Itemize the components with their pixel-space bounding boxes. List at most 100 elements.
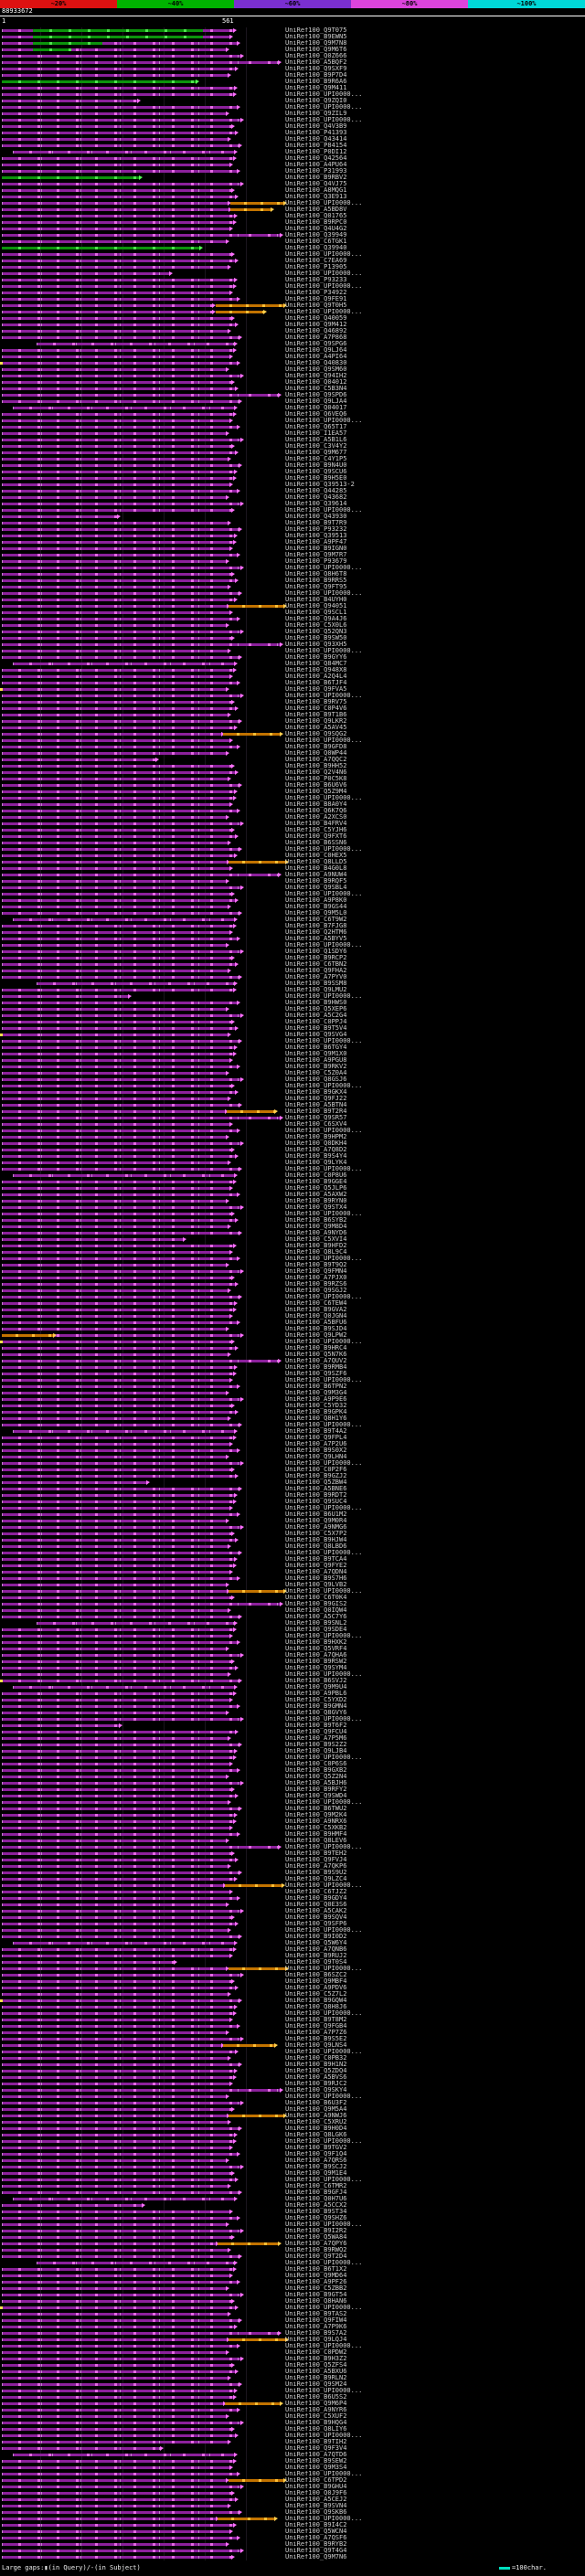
hit-label[interactable]: UniRef100_Q9STX4 bbox=[285, 1204, 347, 1211]
hit-bar[interactable] bbox=[2, 163, 233, 167]
hit-row[interactable]: UniRef100_B6T1X2 bbox=[0, 2266, 585, 2273]
hit-bar[interactable] bbox=[2, 2056, 231, 2061]
hit-bar[interactable] bbox=[2, 143, 242, 148]
hit-label[interactable]: UniRef100_B9T4A2 bbox=[285, 1428, 347, 1435]
hit-row[interactable]: UniRef100_B9RJC2 bbox=[0, 2081, 585, 2087]
hit-row[interactable]: UniRef100_B9GKX4 bbox=[0, 1089, 585, 1096]
hit-label[interactable]: UniRef100_B9GVA2 bbox=[285, 1307, 347, 1313]
hit-bar[interactable] bbox=[2, 1576, 240, 1581]
hit-bar[interactable] bbox=[2, 988, 237, 992]
hit-label[interactable]: UniRef100_UPI0000... bbox=[285, 590, 363, 597]
hit-row[interactable]: UniRef100_A5BD8V bbox=[0, 207, 585, 213]
hit-row[interactable]: UniRef100_Q9SR57 bbox=[0, 1115, 585, 1121]
hit-row[interactable]: UniRef100_B4FRV4 bbox=[0, 821, 585, 827]
hit-row[interactable]: UniRef100_Q9SXF9 bbox=[0, 66, 585, 72]
hit-label[interactable]: UniRef100_C0HEX5 bbox=[285, 853, 347, 859]
hit-bar[interactable] bbox=[2, 1608, 231, 1613]
hit-row[interactable]: UniRef100_B9H5E0 bbox=[0, 475, 585, 482]
hit-label[interactable]: UniRef100_B9RRS5 bbox=[285, 578, 347, 584]
hit-label[interactable]: UniRef100_UPI0000... bbox=[285, 1844, 363, 1850]
hit-bar[interactable] bbox=[2, 1640, 240, 1645]
hit-label[interactable]: UniRef100_B6SSN6 bbox=[285, 840, 347, 846]
hit-label[interactable]: UniRef100_A5BXU6 bbox=[285, 2369, 347, 2375]
hit-label[interactable]: UniRef100_Q8H6T8 bbox=[285, 571, 347, 578]
hit-bar[interactable] bbox=[2, 105, 240, 110]
hit-label[interactable]: UniRef100_Q9SYM4 bbox=[285, 1665, 347, 1671]
hit-bar[interactable] bbox=[2, 655, 242, 660]
hit-row[interactable]: UniRef100_A7QRS6 bbox=[0, 2157, 585, 2164]
hit-label[interactable]: UniRef100_UPI0000... bbox=[285, 1754, 363, 1761]
hit-label[interactable]: UniRef100_B9T5V4 bbox=[285, 1025, 347, 1032]
hit-row[interactable]: UniRef100_Q5JLP6 bbox=[0, 1185, 585, 1192]
hit-row[interactable]: UniRef100_C6SXV4 bbox=[0, 1121, 585, 1128]
hit-row[interactable]: UniRef100_B9GXB2 bbox=[0, 1767, 585, 1774]
hit-label[interactable]: UniRef100_B9GT54 bbox=[285, 2292, 347, 2298]
hit-row[interactable]: UniRef100_Q8GSJ6 bbox=[0, 1076, 585, 1083]
hit-bar[interactable] bbox=[2, 2414, 229, 2419]
hit-bar[interactable] bbox=[2, 610, 233, 615]
hit-bar[interactable] bbox=[2, 2401, 227, 2406]
hit-label[interactable]: UniRef100_Q5Z9M4 bbox=[285, 789, 347, 795]
hit-row[interactable]: UniRef100_Q94IH2 bbox=[0, 373, 585, 379]
hit-row[interactable]: UniRef100_Q8LBD6 bbox=[0, 1543, 585, 1550]
hit-label[interactable]: UniRef100_UPI0000... bbox=[285, 1966, 363, 1972]
hit-row[interactable]: UniRef100_Q9M8D4 bbox=[0, 1224, 585, 1230]
hit-row[interactable]: UniRef100_B9T5V4 bbox=[0, 1025, 585, 1032]
hit-label[interactable]: UniRef100_B9HQG4 bbox=[285, 2420, 347, 2426]
hit-label[interactable]: UniRef100_B9RDT2 bbox=[285, 1492, 347, 1499]
hit-bar[interactable] bbox=[2, 1602, 283, 1606]
hit-label[interactable]: UniRef100_Q8LLD5 bbox=[285, 859, 347, 865]
hit-label[interactable]: UniRef100_Q9FXT6 bbox=[285, 833, 347, 840]
hit-row[interactable]: UniRef100_Q5Z2N4 bbox=[0, 1774, 585, 1780]
hit-row[interactable]: UniRef100_B9TEH2 bbox=[0, 1850, 585, 1857]
hit-row[interactable]: UniRef100_Q4V3B9 bbox=[0, 123, 585, 130]
hit-row[interactable]: UniRef100_UPI0000... bbox=[0, 993, 585, 1000]
hit-label[interactable]: UniRef100_Q8HAN6 bbox=[285, 2298, 347, 2305]
hit-row[interactable]: UniRef100_B9GDY4 bbox=[0, 1895, 585, 1902]
hit-row[interactable]: UniRef100_B9RV75 bbox=[0, 699, 585, 705]
hit-label[interactable]: UniRef100_B9H3Z2 bbox=[285, 2356, 347, 2362]
hit-bar[interactable] bbox=[2, 630, 244, 634]
hit-bar[interactable] bbox=[2, 1372, 237, 1376]
hit-bar[interactable] bbox=[2, 2101, 244, 2105]
hit-label[interactable]: UniRef100_UPI0000... bbox=[285, 1256, 363, 1262]
hit-row[interactable]: UniRef100_Q9FPL4 bbox=[0, 1435, 585, 1441]
hit-bar[interactable] bbox=[2, 355, 233, 359]
hit-row[interactable]: UniRef100_Q04017 bbox=[0, 405, 585, 411]
hit-row[interactable]: UniRef100_B9S5E2 bbox=[0, 2036, 585, 2042]
hit-bar[interactable] bbox=[2, 457, 231, 461]
hit-label[interactable]: UniRef100_Q9FGB4 bbox=[285, 2023, 347, 2030]
hit-row[interactable]: UniRef100_Q3E913 bbox=[0, 194, 585, 200]
hit-row[interactable]: UniRef100_B9GMN4 bbox=[0, 1703, 585, 1710]
hit-row[interactable]: UniRef100_B9TGV2 bbox=[0, 2145, 585, 2151]
hit-row[interactable]: UniRef100_Q40830 bbox=[0, 360, 585, 366]
hit-label[interactable]: UniRef100_Q0H7U6 bbox=[285, 2196, 347, 2202]
hit-row[interactable]: UniRef100_Q0IQW4 bbox=[0, 1607, 585, 1614]
hit-row[interactable]: UniRef100_UPI0000... bbox=[0, 1422, 585, 1428]
hit-bar[interactable] bbox=[2, 1193, 240, 1197]
hit-row[interactable]: UniRef100_A5BNE6 bbox=[0, 1486, 585, 1492]
hit-bar[interactable] bbox=[2, 1954, 233, 1958]
hit-row[interactable]: UniRef100_B9GZJ2 bbox=[0, 1473, 585, 1479]
hit-label[interactable]: UniRef100_Q94051 bbox=[285, 603, 347, 610]
hit-bar[interactable] bbox=[2, 1627, 237, 1632]
hit-bar[interactable] bbox=[2, 2293, 244, 2297]
hit-row[interactable]: UniRef100_A5BFU6 bbox=[0, 1320, 585, 1326]
hit-bar[interactable] bbox=[2, 885, 244, 890]
hit-bar[interactable] bbox=[2, 419, 233, 423]
hit-bar[interactable] bbox=[2, 1903, 229, 1907]
hit-row[interactable]: UniRef100_Q9LNS4 bbox=[0, 2042, 585, 2049]
hit-label[interactable]: UniRef100_Q9FVA5 bbox=[285, 686, 347, 693]
hit-row[interactable]: UniRef100_B9GT54 bbox=[0, 2292, 585, 2298]
hit-row[interactable]: UniRef100_Q5ZBW4 bbox=[0, 1479, 585, 1486]
hit-bar[interactable] bbox=[2, 559, 229, 564]
hit-row[interactable]: UniRef100_B9GYY6 bbox=[0, 654, 585, 661]
hit-label[interactable]: UniRef100_A5BYV5 bbox=[285, 936, 347, 942]
hit-label[interactable]: UniRef100_A7P9K6 bbox=[285, 2324, 347, 2330]
hit-label[interactable]: UniRef100_A5BJH6 bbox=[285, 1780, 347, 1786]
hit-label[interactable]: UniRef100_B9T9Q2 bbox=[285, 1262, 347, 1268]
hit-row[interactable]: UniRef100_C0P2F6 bbox=[0, 1467, 585, 1473]
hit-row[interactable]: UniRef100_B9SNL2 bbox=[0, 1620, 585, 1627]
hit-label[interactable]: UniRef100_Q9FT95 bbox=[285, 584, 347, 590]
hit-row[interactable]: UniRef100_B9T7R9 bbox=[0, 520, 585, 526]
